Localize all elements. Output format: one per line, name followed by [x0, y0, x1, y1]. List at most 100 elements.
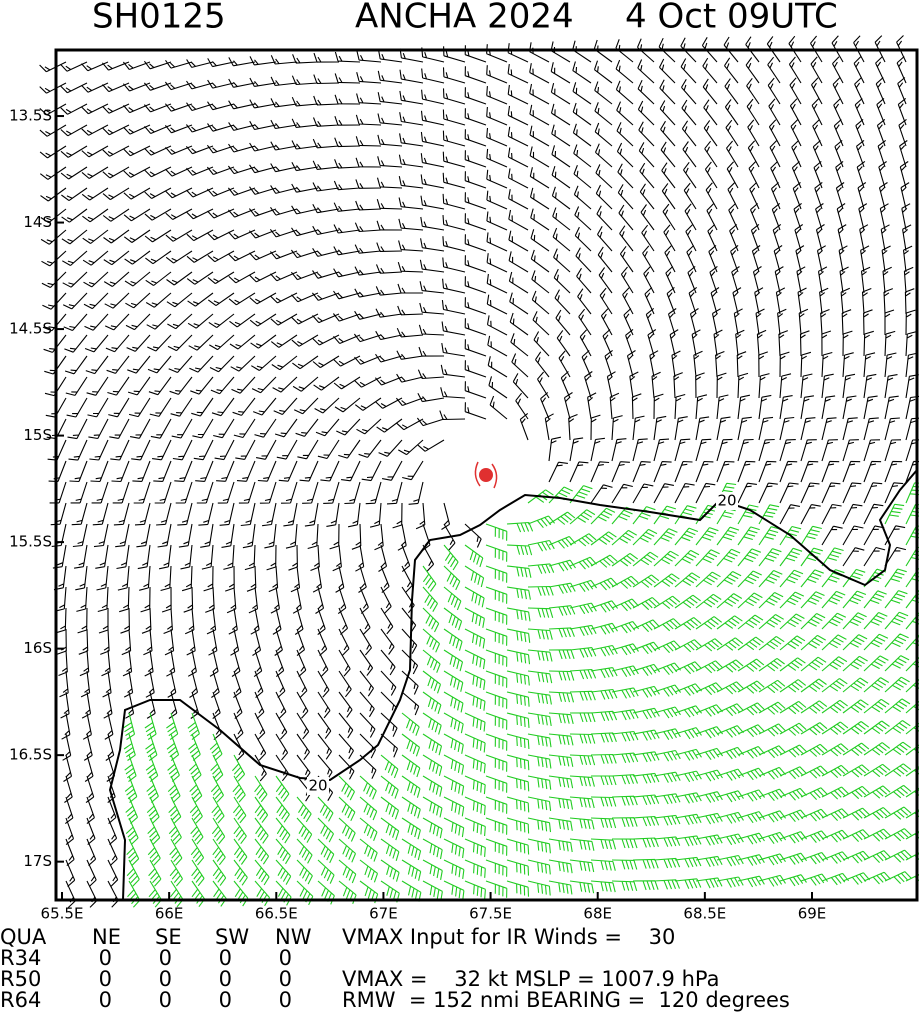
wind-barb [584, 371, 593, 399]
wind-barb [587, 392, 597, 420]
wind-barb [569, 624, 597, 637]
wind-barb [506, 796, 530, 813]
wind-barb [377, 113, 403, 126]
wind-barb [102, 124, 130, 136]
wind-barb [590, 507, 616, 525]
wind-barb [86, 838, 97, 866]
wind-barb [758, 614, 784, 630]
wind-barb [701, 37, 718, 63]
wind-barb [61, 187, 88, 202]
wind-barb [800, 656, 827, 672]
wind-barb [359, 859, 379, 883]
wind-barb [102, 103, 130, 114]
wind-barb [126, 334, 151, 352]
wind-barb [788, 35, 802, 63]
wind-barb [800, 678, 827, 693]
wind-barb [737, 875, 765, 888]
wind-barb [377, 70, 403, 84]
wind-barb [707, 224, 718, 252]
wind-barb [354, 288, 382, 298]
wind-barb [884, 806, 912, 820]
wind-barb [527, 515, 556, 529]
wind-barb [569, 712, 596, 723]
wind-barb [669, 329, 679, 357]
wind-barb [338, 649, 351, 677]
wind-barb [632, 551, 659, 567]
wind-barb [211, 817, 226, 845]
wind-barb [63, 754, 73, 782]
wind-barb [590, 622, 618, 635]
wind-barb [530, 208, 550, 231]
wind-barb [443, 733, 464, 754]
wind-barb [91, 481, 109, 504]
wind-barb [708, 244, 718, 273]
wind-barb [485, 691, 508, 709]
wind-barb [816, 245, 826, 273]
x-tick-label: 67E [369, 905, 398, 923]
wind-barb [228, 57, 256, 67]
wind-barb [758, 745, 786, 759]
wind-barb [291, 227, 319, 237]
wind-barb [863, 590, 887, 609]
wind-barb [659, 79, 676, 105]
wind-barb [821, 547, 844, 567]
wind-barb [896, 35, 907, 63]
wind-barb [443, 649, 464, 672]
wind-barb [317, 859, 335, 884]
wind-barb [186, 187, 214, 198]
wind-barb [611, 620, 640, 634]
wind-barb [206, 187, 235, 197]
wind-barb [842, 764, 870, 778]
wind-barb [842, 699, 869, 714]
wind-barb [167, 313, 193, 330]
wind-barb [527, 796, 552, 811]
wind-barb [749, 203, 760, 231]
wind-barb [464, 213, 487, 231]
wind-barb [905, 700, 919, 714]
wind-barb [795, 245, 805, 273]
wind-barb [422, 565, 437, 592]
wind-barb [842, 525, 864, 546]
wind-barb [422, 796, 443, 818]
wind-barb [632, 528, 658, 546]
wind-barb [464, 297, 487, 315]
wind-barb [189, 775, 203, 803]
table-cell: 0 [279, 967, 292, 991]
wind-barb [884, 525, 906, 546]
wind-barb [506, 565, 532, 578]
wind-barb [863, 611, 888, 630]
wind-barb [800, 830, 829, 843]
wind-barb [313, 376, 340, 391]
wind-barb [147, 838, 161, 866]
wind-barb [40, 229, 67, 245]
wind-barb [104, 292, 130, 309]
y-tick-label: 17S [23, 852, 52, 870]
wind-barb [442, 278, 466, 294]
wind-barb [619, 225, 634, 252]
wind-barb [535, 351, 550, 378]
wind-barb [680, 58, 697, 84]
wind-barb [60, 691, 70, 719]
wind-barb [60, 61, 88, 72]
wind-barb [317, 712, 332, 739]
wind-barb [779, 482, 799, 504]
wind-barb [464, 859, 486, 878]
wind-barb [779, 613, 805, 630]
wind-barb [42, 292, 67, 310]
wind-barb [254, 859, 270, 886]
wind-barb [153, 460, 172, 482]
wind-barb [674, 527, 699, 546]
wind-barb [842, 503, 863, 525]
wind-barb [569, 775, 595, 787]
wind-barb [590, 437, 605, 462]
wind-barb [486, 315, 508, 336]
wind-barb [338, 754, 355, 780]
wind-barb [417, 439, 445, 452]
wind-barb [210, 775, 224, 803]
wind-barb [737, 789, 766, 802]
wind-barb [293, 397, 319, 415]
wind-barb [590, 484, 613, 504]
wind-barb [62, 292, 88, 310]
wind-barb [529, 187, 550, 210]
wind-barb [590, 880, 616, 893]
